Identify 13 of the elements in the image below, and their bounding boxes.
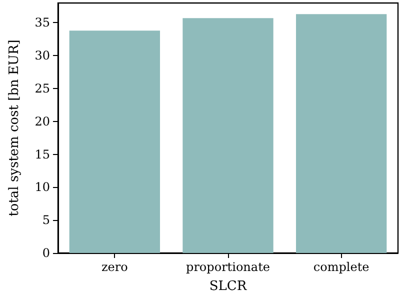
y-axis-title: total system cost [bn EUR] <box>7 40 22 216</box>
y-tick-label: 35 <box>34 16 50 30</box>
x-tick-label: zero <box>101 260 128 274</box>
x-tick-label: proportionate <box>186 260 270 274</box>
y-tick-label: 0 <box>42 246 50 260</box>
x-tick-label: complete <box>313 260 370 274</box>
y-tick-label: 25 <box>34 82 50 96</box>
y-tick-label: 10 <box>34 180 50 194</box>
y-tick-label: 5 <box>42 213 50 228</box>
x-axis-title: SLCR <box>209 279 248 294</box>
y-tick-label: 15 <box>34 147 50 162</box>
y-tick-label: 20 <box>34 114 50 128</box>
y-tick-label: 30 <box>34 48 50 63</box>
